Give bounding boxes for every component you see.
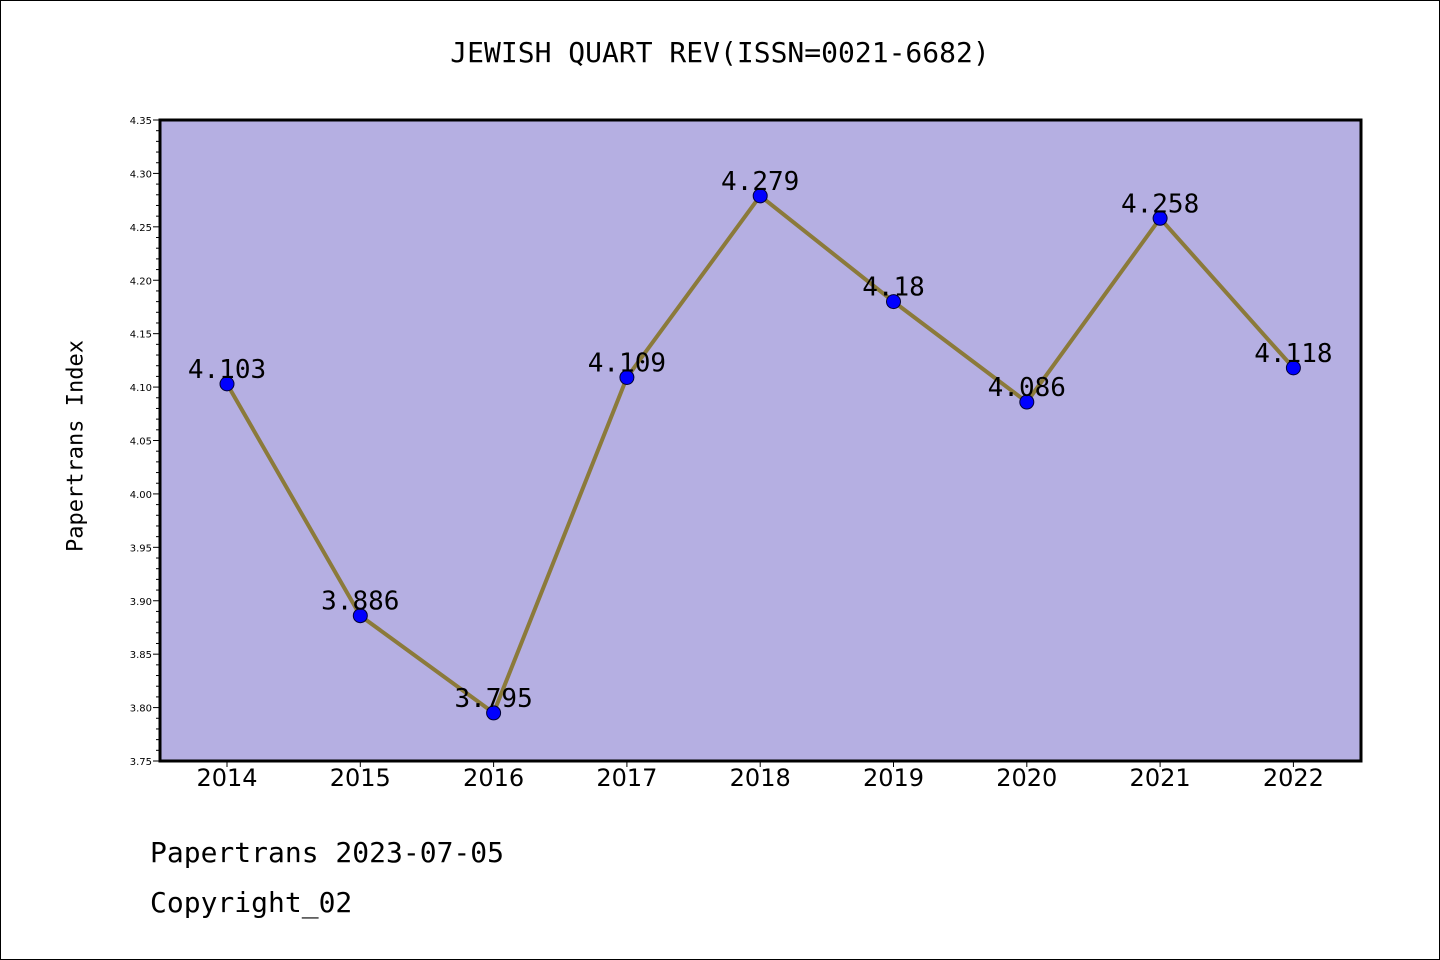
y-tick-label: 3.95 [130, 543, 152, 554]
footer-copyright: Copyright_02 [150, 886, 353, 919]
data-point [219, 376, 235, 392]
data-label: 4.109 [588, 348, 666, 378]
footer-date: Papertrans 2023-07-05 [150, 836, 505, 869]
data-label: 4.103 [188, 355, 266, 385]
data-point [752, 188, 768, 204]
series-layer: 4.103 3.886 3.795 4.109 4.279 4.18 4.086 4.258 4… [188, 167, 1333, 721]
y-tick-label: 4.00 [130, 490, 152, 501]
y-tick-label: 3.85 [130, 650, 152, 661]
data-label: 3.795 [454, 684, 532, 714]
y-axis-ticks: 3.75 3.80 3.85 3.90 3.95 4.00 4.05 4.10 4.15 4.20… [130, 116, 160, 768]
chart-title: JEWISH QUART REV(ISSN=0021-6682) [450, 36, 990, 69]
x-tick-label: 2014 [196, 764, 257, 792]
data-label: 4.086 [988, 373, 1066, 403]
x-tick-label: 2017 [596, 764, 657, 792]
data-point [1152, 210, 1168, 226]
data-point [486, 705, 502, 721]
y-tick-label: 4.10 [130, 383, 152, 394]
x-axis-ticks: 2014 2015 2016 2017 2018 2019 2020 2021 2022 [196, 761, 1324, 792]
data-point [1019, 394, 1035, 410]
data-point [619, 369, 635, 385]
y-tick-label: 3.80 [130, 704, 152, 715]
x-tick-label: 2020 [996, 764, 1057, 792]
data-point [1285, 360, 1301, 376]
data-point [352, 608, 368, 624]
x-tick-label: 2015 [330, 764, 391, 792]
x-tick-label: 2021 [1130, 764, 1191, 792]
data-point [886, 294, 901, 310]
x-tick-label: 2019 [863, 764, 924, 792]
y-tick-label: 4.30 [130, 169, 152, 180]
data-label: 4.118 [1254, 339, 1332, 369]
y-tick-label: 4.15 [130, 330, 152, 341]
x-tick-label: 2016 [463, 764, 524, 792]
y-tick-label: 4.20 [130, 276, 152, 287]
y-tick-label: 4.25 [130, 223, 152, 234]
data-label: 4.18 [862, 273, 925, 303]
data-label: 3.886 [321, 587, 399, 617]
y-tick-label: 4.35 [130, 116, 152, 127]
plot-area [160, 120, 1361, 761]
y-tick-label: 3.75 [130, 757, 152, 768]
data-label: 4.279 [721, 167, 799, 197]
x-tick-label: 2022 [1263, 764, 1324, 792]
x-tick-label: 2018 [730, 764, 791, 792]
y-tick-label: 3.90 [130, 597, 152, 608]
data-label: 4.258 [1121, 189, 1199, 219]
plot-border [158, 118, 1363, 763]
y-tick-label: 4.05 [130, 437, 152, 448]
